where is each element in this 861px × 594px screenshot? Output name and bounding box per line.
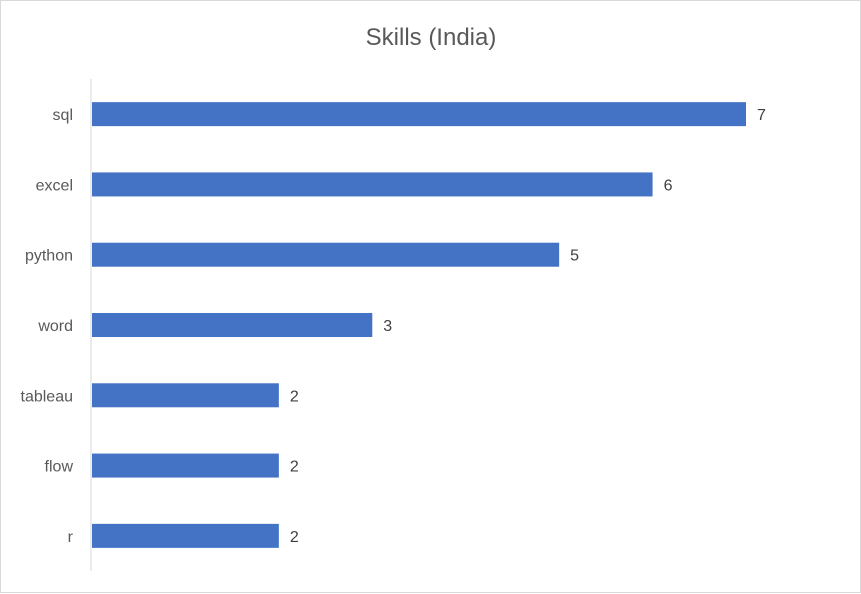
category-label-python: python xyxy=(25,248,73,265)
category-label-tableau: tableau xyxy=(21,388,74,405)
data-label-excel: 6 xyxy=(664,177,673,194)
data-label-r: 2 xyxy=(290,529,299,546)
bar-r xyxy=(92,523,279,548)
bar-sql xyxy=(92,102,746,127)
category-label-sql: sql xyxy=(53,107,73,124)
data-label-python: 5 xyxy=(570,248,579,265)
bar-word xyxy=(92,313,373,337)
category-label-flow: flow xyxy=(45,459,74,476)
bar-python xyxy=(92,242,560,267)
category-label-r: r xyxy=(68,529,74,546)
data-label-sql: 7 xyxy=(757,107,766,124)
category-label-excel: excel xyxy=(36,177,73,194)
category-label-word: word xyxy=(37,318,73,335)
bars-group: sql 7 excel 6 python 5 word 3 tableau 2 flow 2 r 2 xyxy=(21,102,766,548)
data-label-tableau: 2 xyxy=(290,388,299,405)
bar-excel xyxy=(92,172,653,197)
data-label-flow: 2 xyxy=(290,459,299,476)
bar-flow xyxy=(92,453,279,478)
data-label-word: 3 xyxy=(383,318,392,335)
chart-title: Skills (India) xyxy=(366,24,497,51)
bar-tableau xyxy=(92,383,279,408)
